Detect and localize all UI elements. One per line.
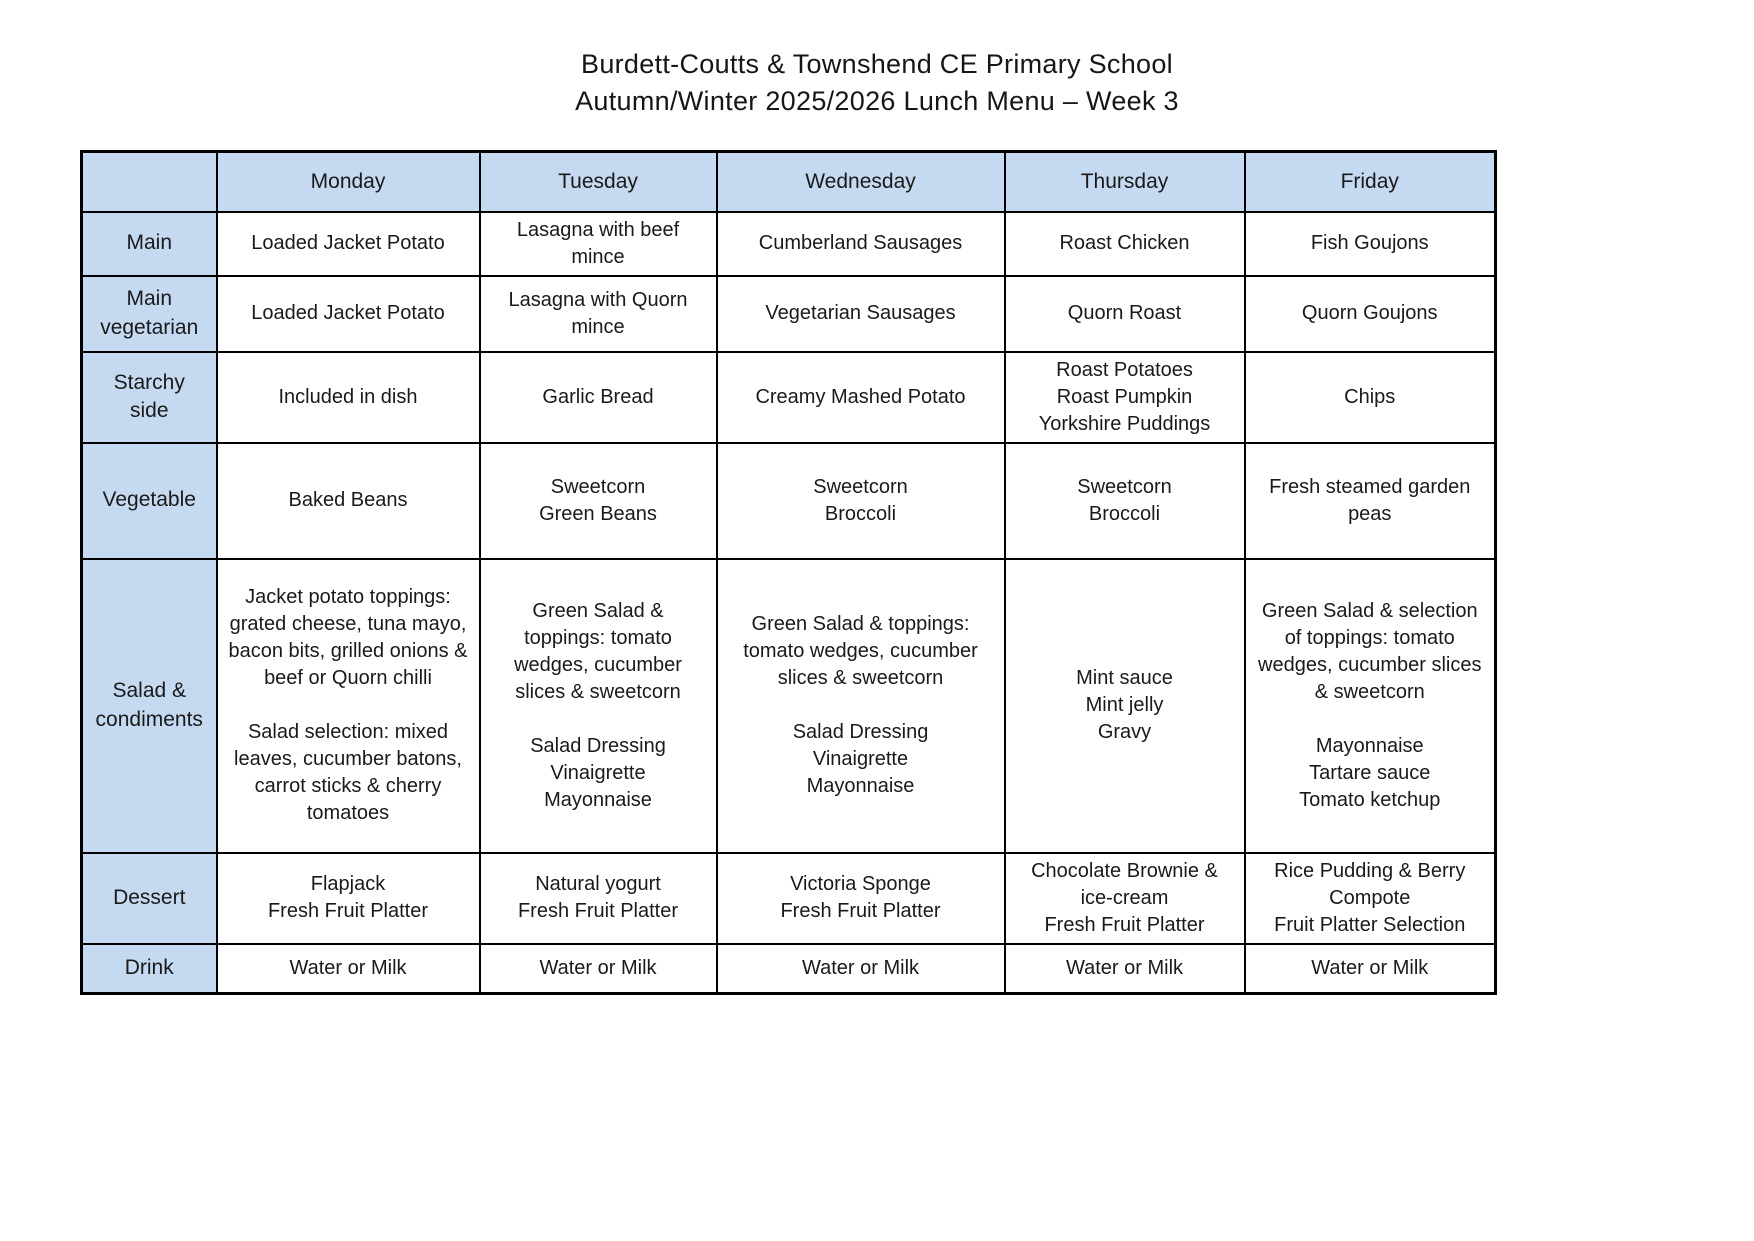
menu-cell: Fish Goujons (1243, 210, 1497, 277)
menu-cell: Sweetcorn Broccoli (715, 441, 1006, 560)
day-header-thursday: Thursday (1003, 150, 1246, 213)
menu-cell: Flapjack Fresh Fruit Platter (215, 851, 481, 945)
menu-cell: Water or Milk (1003, 942, 1246, 995)
menu-cell: Water or Milk (478, 942, 718, 995)
menu-cell: Quorn Roast (1003, 274, 1246, 353)
day-header-friday: Friday (1243, 150, 1497, 213)
corner-cell (80, 150, 218, 213)
row-label-dessert: Dessert (80, 851, 218, 945)
day-header-wednesday: Wednesday (715, 150, 1006, 213)
table-row-drink: Drink Water or Milk Water or Milk Water … (80, 942, 1497, 995)
school-name: Burdett-Coutts & Townshend CE Primary Sc… (581, 49, 1173, 79)
row-label-drink: Drink (80, 942, 218, 995)
menu-cell: Jacket potato toppings: grated cheese, t… (215, 557, 481, 854)
row-label-main-vegetarian: Main vegetarian (80, 274, 218, 353)
table-row-vegetable: Vegetable Baked Beans Sweetcorn Green Be… (80, 441, 1497, 560)
menu-cell: Creamy Mashed Potato (715, 350, 1006, 444)
menu-cell: Lasagna with beef mince (478, 210, 718, 277)
menu-cell: Chocolate Brownie & ice-cream Fresh Frui… (1003, 851, 1246, 945)
day-header-monday: Monday (215, 150, 481, 213)
menu-cell: Green Salad & toppings: tomato wedges, c… (715, 557, 1006, 854)
menu-cell: Water or Milk (715, 942, 1006, 995)
row-label-main: Main (80, 210, 218, 277)
menu-cell: Water or Milk (215, 942, 481, 995)
row-label-vegetable: Vegetable (80, 441, 218, 560)
day-header-tuesday: Tuesday (478, 150, 718, 213)
menu-cell: Baked Beans (215, 441, 481, 560)
table-row-dessert: Dessert Flapjack Fresh Fruit Platter Nat… (80, 851, 1497, 945)
menu-cell: Cumberland Sausages (715, 210, 1006, 277)
document-title: Burdett-Coutts & Townshend CE Primary Sc… (0, 0, 1754, 120)
menu-cell: Sweetcorn Broccoli (1003, 441, 1246, 560)
menu-cell: Sweetcorn Green Beans (478, 441, 718, 560)
menu-subtitle: Autumn/Winter 2025/2026 Lunch Menu – Wee… (575, 86, 1179, 116)
menu-cell: Natural yogurt Fresh Fruit Platter (478, 851, 718, 945)
table-header-row: Monday Tuesday Wednesday Thursday Friday (80, 150, 1497, 213)
row-label-salad-condiments: Salad & condiments (80, 557, 218, 854)
menu-cell: Lasagna with Quorn mince (478, 274, 718, 353)
menu-cell: Mint sauce Mint jelly Gravy (1003, 557, 1246, 854)
menu-cell: Loaded Jacket Potato (215, 210, 481, 277)
menu-cell: Included in dish (215, 350, 481, 444)
menu-cell: Roast Potatoes Roast Pumpkin Yorkshire P… (1003, 350, 1246, 444)
menu-cell: Green Salad & toppings: tomato wedges, c… (478, 557, 718, 854)
menu-cell: Loaded Jacket Potato (215, 274, 481, 353)
menu-cell: Chips (1243, 350, 1497, 444)
menu-cell: Roast Chicken (1003, 210, 1246, 277)
table-row-main-vegetarian: Main vegetarian Loaded Jacket Potato Las… (80, 274, 1497, 353)
table-row-starchy-side: Starchy side Included in dish Garlic Bre… (80, 350, 1497, 444)
menu-cell: Rice Pudding & Berry Compote Fruit Platt… (1243, 851, 1497, 945)
menu-cell: Victoria Sponge Fresh Fruit Platter (715, 851, 1006, 945)
menu-cell: Garlic Bread (478, 350, 718, 444)
lunch-menu-table: Monday Tuesday Wednesday Thursday Friday… (80, 150, 1497, 995)
table-row-salad-condiments: Salad & condiments Jacket potato topping… (80, 557, 1497, 854)
table-row-main: Main Loaded Jacket Potato Lasagna with b… (80, 210, 1497, 277)
menu-cell: Fresh steamed garden peas (1243, 441, 1497, 560)
menu-cell: Quorn Goujons (1243, 274, 1497, 353)
menu-cell: Water or Milk (1243, 942, 1497, 995)
menu-cell: Green Salad & selection of toppings: tom… (1243, 557, 1497, 854)
row-label-starchy-side: Starchy side (80, 350, 218, 444)
menu-cell: Vegetarian Sausages (715, 274, 1006, 353)
